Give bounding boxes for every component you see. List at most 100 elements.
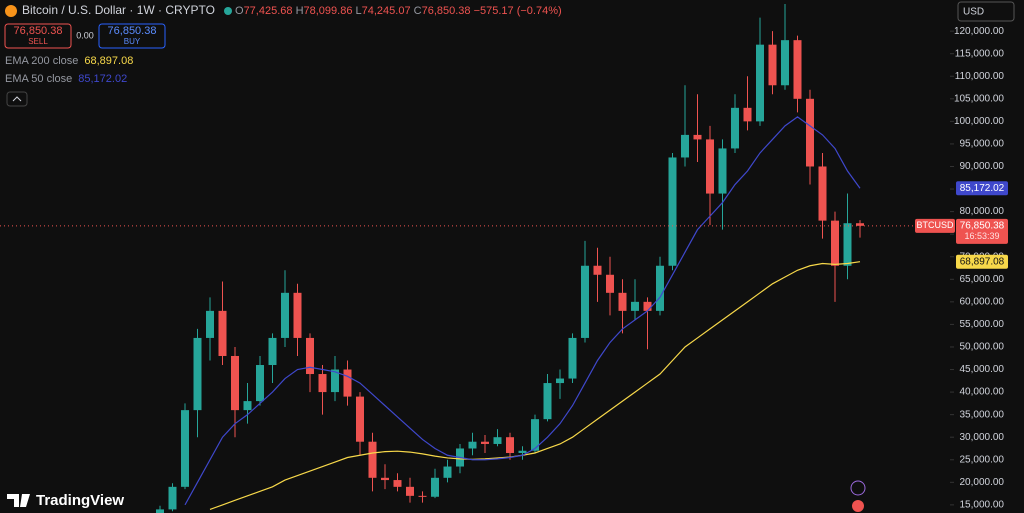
candle-body — [231, 355, 239, 411]
candle-body — [318, 374, 327, 393]
candle-body — [756, 44, 764, 122]
ohlc-value: 74,245.07 — [362, 5, 411, 17]
candle-body — [443, 466, 452, 478]
candle-body — [706, 139, 714, 194]
candle-body — [168, 486, 177, 510]
y-tick-label: 25,000.00 — [960, 454, 1005, 465]
legend-name: EMA 50 close — [5, 73, 72, 85]
ohlc-value: 76,850.38 — [422, 5, 471, 17]
ohlc: O77,425.68 H78,099.86 L74,245.07 C76,850… — [235, 5, 562, 17]
candle-body — [393, 480, 402, 487]
plot-area — [156, 4, 864, 513]
currency-dropdown[interactable]: USD — [957, 1, 1015, 22]
y-tick-label: 55,000.00 — [960, 319, 1005, 330]
last-price-bg — [956, 218, 1008, 244]
candle-body — [693, 134, 702, 140]
brand-logo — [7, 494, 30, 507]
market-status — [224, 7, 232, 15]
legend-value: 85,172.02 — [78, 73, 127, 85]
sell-label: SELL — [28, 37, 48, 46]
ema-line — [209, 261, 861, 510]
buy-button[interactable]: 76,850.38 BUY — [98, 23, 166, 49]
candle-body — [193, 337, 202, 411]
candle-body — [718, 148, 727, 194]
candle-body — [543, 383, 552, 420]
y-tick-label: 30,000.00 — [960, 432, 1005, 443]
candle-body — [556, 378, 564, 384]
candle-body — [206, 310, 214, 338]
currency-box — [957, 1, 1015, 22]
candle-body — [531, 419, 539, 451]
candle-body — [368, 441, 377, 478]
price-label: 85,172.02 — [960, 183, 1005, 194]
y-tick-label: 15,000.00 — [960, 500, 1005, 511]
y-tick-label: 50,000.00 — [960, 342, 1005, 353]
candle-body — [506, 437, 514, 453]
ohlc-key: L — [356, 5, 362, 17]
y-tick-label: 40,000.00 — [960, 387, 1005, 398]
candle-body — [581, 265, 589, 338]
collapse-button[interactable] — [6, 91, 28, 107]
candle-body — [281, 292, 289, 338]
price-label-bg — [956, 254, 1008, 269]
legend-entry: EMA 200 close 68,897.08 — [5, 55, 133, 67]
y-tick-label: 80,000.00 — [960, 206, 1005, 217]
candle-body — [681, 134, 689, 158]
candle-body — [818, 166, 827, 221]
y-tick-label: 60,000.00 — [960, 296, 1005, 307]
y-tick-label: 95,000.00 — [960, 139, 1005, 150]
y-tick-label: 115,000.00 — [955, 48, 1005, 59]
candle-body — [431, 477, 439, 497]
candle-body — [518, 450, 527, 453]
symbol-label-bg — [915, 218, 955, 233]
currency: USD — [963, 7, 984, 18]
candle-body — [343, 369, 352, 397]
y-tick-label: 120,000.00 — [954, 26, 1004, 37]
ohlc-key: C — [414, 5, 422, 17]
y-tick-label: 100,000.00 — [954, 116, 1004, 127]
candle-body — [256, 365, 264, 402]
legend-name: EMA 200 close — [5, 55, 78, 67]
sell-box — [4, 23, 72, 49]
candle-body — [668, 157, 677, 266]
candle-body — [643, 301, 652, 311]
candle-body — [768, 44, 777, 86]
ohlc-value: 78,099.86 — [304, 5, 353, 17]
candle-body — [631, 301, 639, 311]
y-tick-label: 105,000.00 — [954, 93, 1004, 104]
icon[interactable] — [852, 500, 864, 512]
candle-body — [593, 265, 602, 275]
bottom-icons[interactable] — [850, 480, 866, 512]
buy-box — [98, 23, 166, 49]
brand: TradingView — [7, 492, 124, 509]
spread: 0.00 — [76, 30, 94, 40]
candle-body — [156, 509, 164, 513]
price-label-bg — [956, 181, 1008, 196]
buy-price: 76,850.38 — [108, 25, 157, 37]
countdown: 16:53:39 — [964, 231, 999, 241]
buy-label: BUY — [124, 37, 141, 46]
candle-body — [218, 310, 227, 356]
candle-body — [268, 337, 277, 366]
candle-body — [843, 223, 852, 266]
candle-body — [306, 337, 314, 375]
sell-button[interactable]: 76,850.38 SELL — [4, 23, 72, 49]
icon[interactable] — [850, 480, 866, 496]
legend-entry: EMA 50 close 85,172.02 — [5, 73, 127, 85]
candle-body — [493, 437, 502, 444]
candle-body — [331, 369, 339, 393]
y-tick-label: 20,000.00 — [960, 477, 1005, 488]
price-label: 68,897.08 — [960, 256, 1005, 267]
ohlc-value: 77,425.68 — [244, 5, 293, 17]
symbol-title[interactable]: Bitcoin / U.S. Dollar · 1W · CRYPTO — [22, 3, 215, 17]
sell-price: 76,850.38 — [14, 25, 63, 37]
ema-line — [184, 116, 861, 506]
change: −575.17 (−0.74%) — [474, 5, 562, 17]
candle-body — [856, 223, 864, 226]
legend-value: 68,897.08 — [84, 55, 133, 67]
chevron — [12, 96, 22, 102]
candle-body — [731, 107, 739, 149]
candle-body — [831, 220, 839, 266]
symbol-label: BTCUSD — [916, 220, 954, 230]
